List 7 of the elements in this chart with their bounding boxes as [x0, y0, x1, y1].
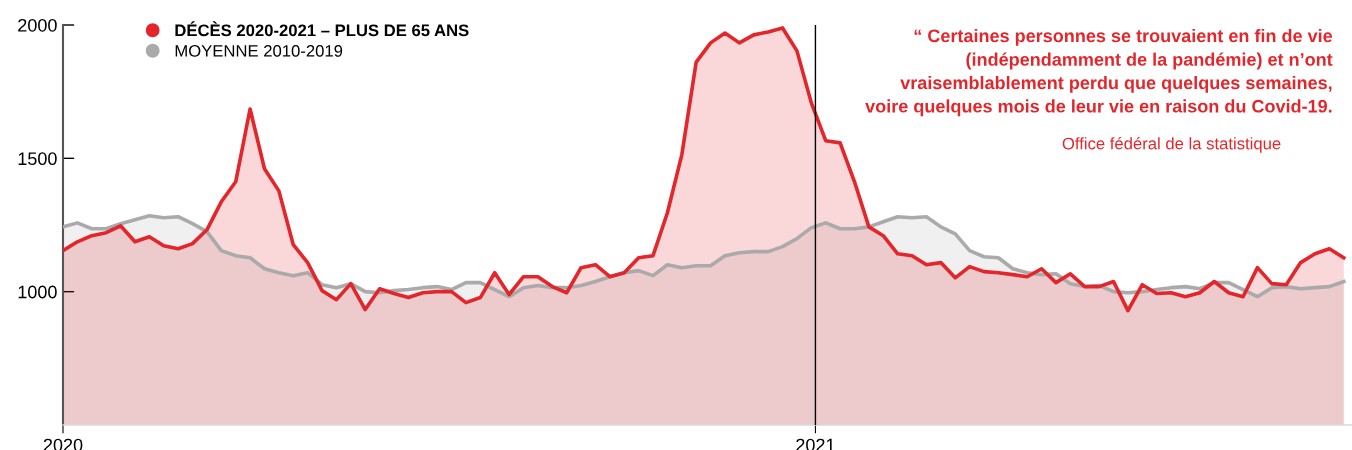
y-tick-label: 1000: [18, 285, 57, 299]
y-tick-label: 2000: [18, 18, 57, 32]
legend-label: MOYENNE 2010-2019: [175, 44, 343, 57]
annotation: “ Certaines personnes se trouvaient en fin de vie (indépendamment de la pandémie) et n’ont vraisemblablement perdu que quelques semaines, voire quelques mois de leur vie en raison du Covid-19.: [865, 29, 1333, 117]
legend-label: DÉCÈS 2020-2021 – PLUS DE 65 ANS: [175, 21, 469, 37]
annotation: Office fédéral de la statistique: [1062, 137, 1281, 153]
y-tick-label: 1500: [18, 152, 57, 166]
